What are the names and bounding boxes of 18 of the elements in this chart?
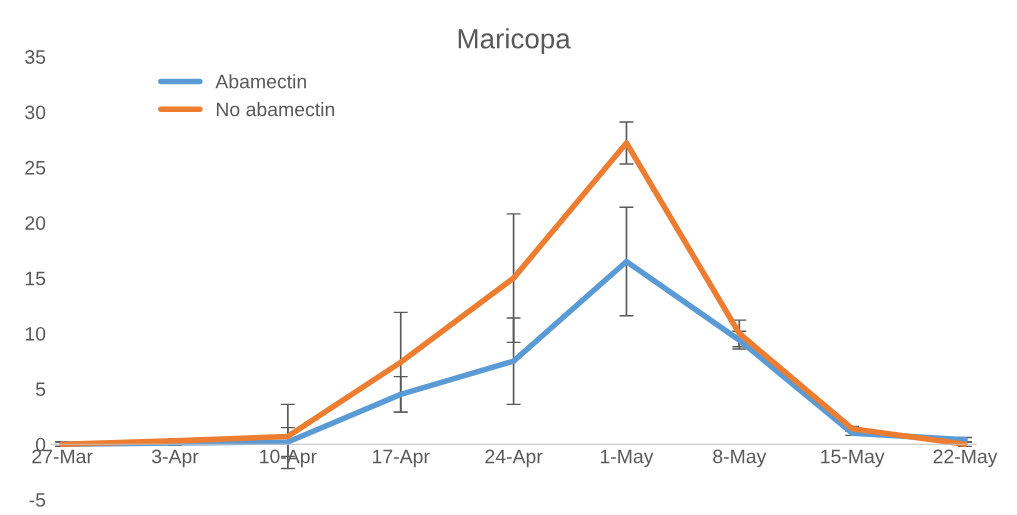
x-tick-label: 3-Apr [151, 449, 199, 468]
y-tick-label: 5 [35, 382, 46, 397]
chart-title: Maricopa [458, 28, 571, 55]
x-tick-label: 15-May [821, 449, 885, 468]
y-tick-label: 20 [25, 216, 46, 230]
y-tick-label: 30 [25, 105, 46, 120]
y-tick-label: 15 [25, 271, 46, 286]
x-tick-label: 22-May [933, 449, 998, 468]
y-tick-label: 10 [25, 326, 46, 341]
x-tick-label: 1-May [600, 449, 654, 468]
x-tick-label: 24-Apr [485, 449, 543, 468]
y-tick-label: -5 [29, 493, 46, 507]
x-tick-label: 17-Apr [373, 449, 430, 468]
x-tick-label: 8-May [713, 449, 767, 468]
y-tick-label: 25 [25, 160, 46, 175]
legend-label: Abamectin [215, 74, 306, 89]
legend-label: No abamectin [216, 102, 335, 117]
y-tick-label: 35 [25, 50, 46, 64]
